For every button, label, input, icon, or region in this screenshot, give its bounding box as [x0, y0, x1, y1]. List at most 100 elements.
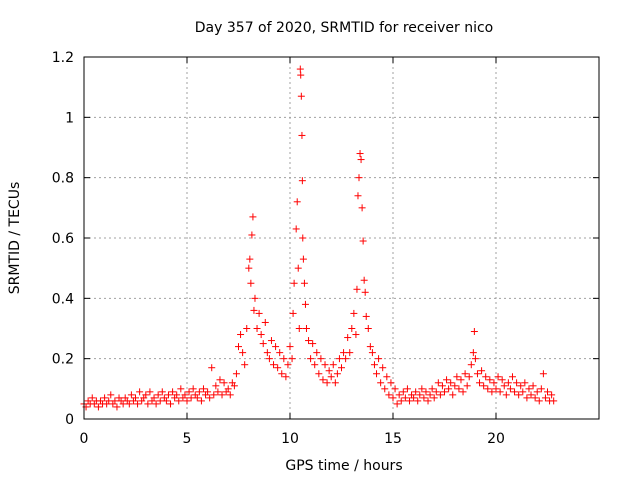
data-point: [416, 391, 424, 399]
data-point: [441, 388, 448, 396]
data-point: [185, 388, 193, 396]
data-point: [537, 385, 545, 393]
data-point: [296, 65, 304, 73]
data-point: [259, 340, 267, 348]
y-tick-label: 1.2: [52, 50, 74, 66]
data-point: [311, 361, 319, 369]
data-point: [504, 379, 512, 387]
data-point: [164, 391, 172, 399]
data-point: [432, 388, 440, 396]
data-point: [519, 388, 527, 396]
data-point: [255, 309, 263, 317]
data-point: [329, 361, 337, 369]
data-point: [331, 379, 339, 387]
data-point: [405, 397, 413, 405]
data-point: [274, 364, 282, 372]
data-point: [368, 349, 376, 357]
data-point: [500, 382, 508, 390]
data-point: [399, 388, 407, 396]
data-point: [533, 388, 541, 396]
data-point: [280, 355, 288, 363]
y-axis-label: SRMTID / TECUs: [7, 182, 23, 295]
data-point: [313, 349, 321, 357]
data-point: [352, 331, 360, 339]
data-point: [136, 388, 144, 396]
data-point: [480, 382, 488, 390]
data-point: [436, 391, 444, 399]
data-point: [169, 388, 177, 396]
data-point: [302, 325, 310, 332]
data-point: [364, 325, 372, 332]
data-point: [353, 285, 361, 293]
data-point: [447, 379, 455, 387]
data-point: [237, 331, 245, 339]
data-point: [288, 355, 296, 363]
data-point: [410, 394, 418, 402]
y-tick-label: 0.8: [52, 171, 74, 187]
data-point: [156, 397, 164, 405]
data-point: [204, 388, 212, 396]
data-point: [397, 397, 405, 405]
data-point: [299, 234, 307, 242]
data-point: [403, 385, 411, 393]
data-point: [309, 340, 317, 348]
data-point: [428, 385, 436, 393]
data-point: [358, 204, 366, 212]
data-point: [335, 355, 343, 363]
data-point: [307, 355, 315, 363]
data-point: [340, 349, 348, 357]
data-point: [299, 255, 307, 263]
data-point: [359, 237, 367, 245]
data-point: [113, 403, 121, 411]
data-point: [451, 382, 459, 390]
data-point: [276, 349, 284, 357]
data-point: [253, 325, 261, 332]
data-point: [167, 400, 175, 408]
data-point: [508, 373, 516, 381]
data-point: [132, 394, 139, 402]
data-point: [356, 150, 364, 158]
data-point: [362, 312, 370, 320]
y-tick-label: 0.6: [52, 231, 74, 247]
data-point: [321, 361, 329, 369]
data-point: [208, 364, 216, 372]
data-point: [125, 400, 133, 408]
data-point: [434, 379, 442, 387]
data-point: [496, 388, 504, 396]
data-point: [453, 373, 461, 381]
data-point: [445, 385, 453, 393]
data-point: [119, 400, 127, 408]
data-point: [327, 373, 335, 381]
data-point: [357, 156, 365, 164]
data-point: [105, 397, 113, 405]
data-point: [282, 373, 290, 381]
data-point: [232, 370, 240, 378]
x-tick-label: 10: [281, 431, 299, 447]
data-point: [278, 370, 286, 378]
x-axis-label: GPS time / hours: [285, 458, 402, 474]
data-point: [465, 373, 473, 381]
data-point: [214, 388, 222, 396]
data-point: [267, 337, 275, 345]
data-point: [370, 361, 378, 369]
y-tick-label: 1: [65, 110, 74, 126]
data-point: [389, 394, 397, 402]
data-point: [482, 373, 490, 381]
data-point: [154, 391, 162, 399]
data-point: [212, 382, 220, 390]
data-point: [235, 343, 242, 351]
data-point: [301, 300, 309, 308]
data-point: [471, 355, 479, 363]
data-point: [189, 385, 197, 393]
data-point: [539, 370, 547, 378]
data-point: [490, 379, 498, 387]
data-point: [107, 391, 115, 399]
data-point: [494, 373, 502, 381]
data-point: [257, 331, 265, 339]
data-point: [323, 379, 331, 387]
data-point: [239, 349, 247, 357]
data-point: [502, 391, 510, 399]
data-point: [373, 370, 381, 378]
data-point: [294, 264, 302, 272]
